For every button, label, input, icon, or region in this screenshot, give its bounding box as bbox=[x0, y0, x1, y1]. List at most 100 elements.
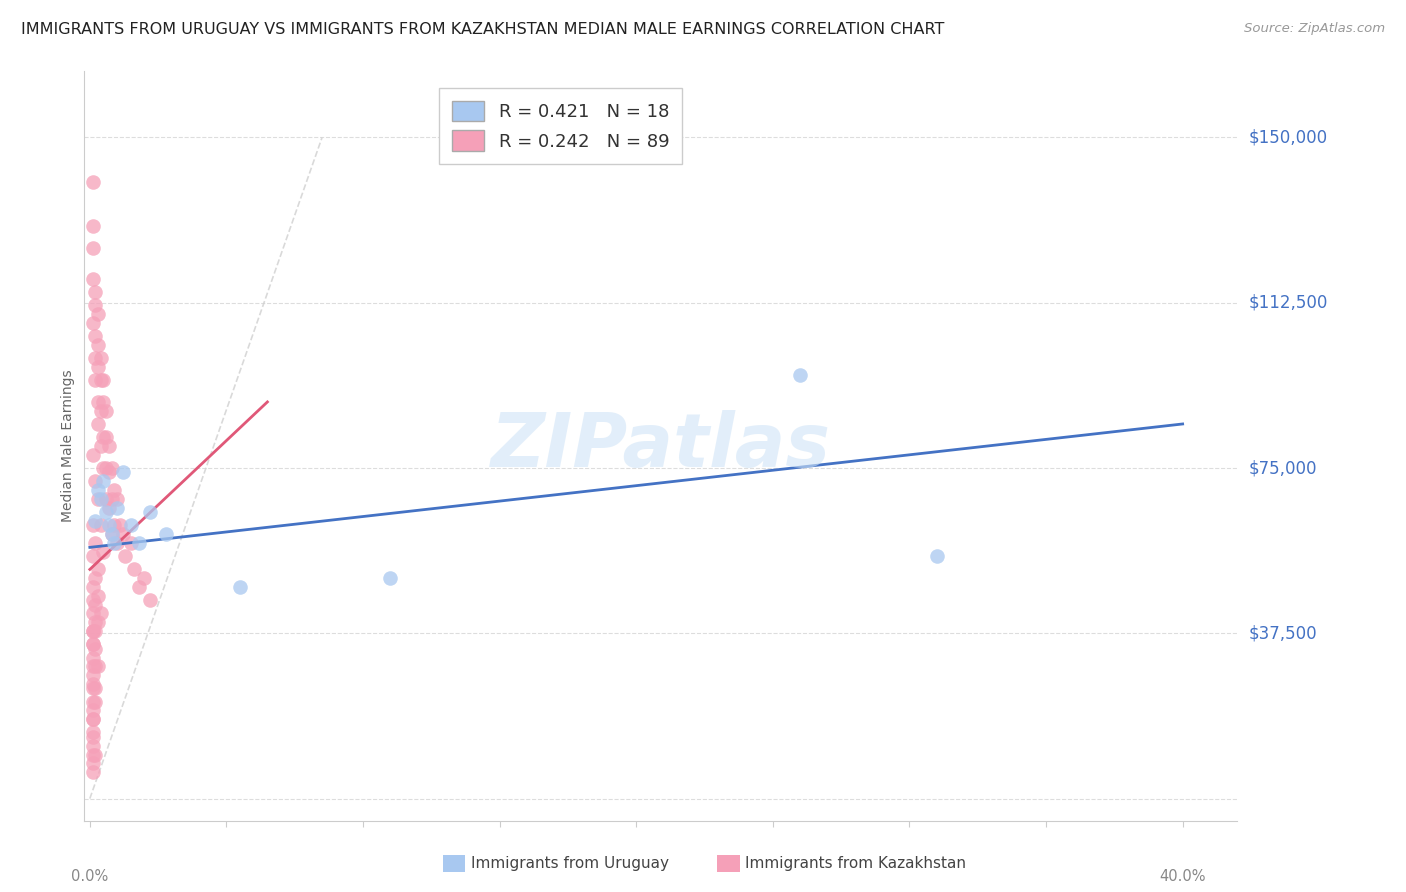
Point bbox=[90, 373, 112, 387]
Point bbox=[90, 518, 112, 533]
Point bbox=[87, 359, 110, 374]
Point bbox=[96, 403, 118, 417]
Point bbox=[87, 337, 110, 351]
Point bbox=[84, 615, 107, 630]
Point bbox=[82, 593, 104, 607]
Point bbox=[96, 491, 118, 506]
Point bbox=[103, 518, 125, 533]
Point bbox=[105, 500, 128, 515]
Text: $150,000: $150,000 bbox=[1249, 128, 1327, 146]
Point bbox=[82, 271, 104, 285]
Point bbox=[84, 695, 107, 709]
Point bbox=[128, 536, 150, 550]
Text: $112,500: $112,500 bbox=[1249, 293, 1327, 312]
Point bbox=[97, 518, 120, 533]
Point bbox=[925, 549, 948, 564]
Point bbox=[90, 351, 112, 365]
Point bbox=[82, 637, 104, 651]
Point bbox=[111, 466, 134, 480]
Point bbox=[87, 395, 110, 409]
Point bbox=[111, 527, 134, 541]
Text: $37,500: $37,500 bbox=[1249, 624, 1317, 642]
Point bbox=[82, 756, 104, 771]
Text: IMMIGRANTS FROM URUGUAY VS IMMIGRANTS FROM KAZAKHSTAN MEDIAN MALE EARNINGS CORRE: IMMIGRANTS FROM URUGUAY VS IMMIGRANTS FR… bbox=[21, 22, 945, 37]
Point bbox=[96, 461, 118, 475]
Point bbox=[90, 439, 112, 453]
Point bbox=[120, 536, 142, 550]
Point bbox=[134, 571, 156, 585]
Point bbox=[82, 659, 104, 673]
Point bbox=[87, 417, 110, 431]
Point bbox=[87, 589, 110, 603]
Point bbox=[82, 712, 104, 726]
Legend: R = 0.421   N = 18, R = 0.242   N = 89: R = 0.421 N = 18, R = 0.242 N = 89 bbox=[439, 88, 682, 164]
Point bbox=[84, 475, 107, 489]
Point bbox=[139, 593, 162, 607]
Point bbox=[789, 368, 811, 383]
Point bbox=[82, 448, 104, 462]
Text: Source: ZipAtlas.com: Source: ZipAtlas.com bbox=[1244, 22, 1385, 36]
Point bbox=[82, 624, 104, 639]
Text: ZIPatlas: ZIPatlas bbox=[491, 409, 831, 483]
Point bbox=[87, 491, 110, 506]
Point bbox=[82, 765, 104, 780]
Point bbox=[82, 739, 104, 753]
Point bbox=[82, 668, 104, 682]
Point bbox=[84, 659, 107, 673]
Point bbox=[82, 316, 104, 330]
Point bbox=[87, 659, 110, 673]
Point bbox=[82, 624, 104, 639]
Point bbox=[100, 461, 122, 475]
Point bbox=[128, 580, 150, 594]
Point bbox=[100, 527, 122, 541]
Point bbox=[82, 730, 104, 744]
Text: Immigrants from Uruguay: Immigrants from Uruguay bbox=[471, 856, 669, 871]
Point bbox=[105, 536, 128, 550]
Y-axis label: Median Male Earnings: Median Male Earnings bbox=[62, 369, 76, 523]
Text: 40.0%: 40.0% bbox=[1160, 869, 1206, 884]
Point bbox=[84, 598, 107, 612]
Point bbox=[97, 466, 120, 480]
Point bbox=[120, 518, 142, 533]
Point bbox=[84, 298, 107, 312]
Point bbox=[155, 527, 177, 541]
Point bbox=[84, 536, 107, 550]
Point bbox=[93, 395, 115, 409]
Point bbox=[100, 527, 122, 541]
Point bbox=[82, 518, 104, 533]
Point bbox=[82, 549, 104, 564]
Point bbox=[90, 403, 112, 417]
Point bbox=[97, 439, 120, 453]
Point bbox=[82, 175, 104, 189]
Point bbox=[82, 747, 104, 762]
Point bbox=[84, 641, 107, 656]
Point bbox=[87, 615, 110, 630]
Point bbox=[82, 677, 104, 691]
Point bbox=[103, 536, 125, 550]
Point bbox=[82, 712, 104, 726]
Point bbox=[82, 580, 104, 594]
Point bbox=[139, 505, 162, 519]
Point bbox=[82, 637, 104, 651]
Point bbox=[84, 747, 107, 762]
Text: $75,000: $75,000 bbox=[1249, 459, 1317, 477]
Text: Immigrants from Kazakhstan: Immigrants from Kazakhstan bbox=[745, 856, 966, 871]
Point bbox=[84, 624, 107, 639]
Point bbox=[87, 307, 110, 321]
Point bbox=[122, 562, 145, 576]
Point bbox=[82, 703, 104, 717]
Point bbox=[96, 430, 118, 444]
Point bbox=[93, 430, 115, 444]
Point bbox=[93, 461, 115, 475]
Point bbox=[84, 285, 107, 299]
Point bbox=[82, 241, 104, 255]
Point bbox=[82, 681, 104, 696]
Point bbox=[84, 373, 107, 387]
Point bbox=[96, 505, 118, 519]
Point bbox=[114, 549, 136, 564]
Point bbox=[90, 607, 112, 621]
Point bbox=[380, 571, 402, 585]
Point bbox=[84, 681, 107, 696]
Point bbox=[100, 491, 122, 506]
Point bbox=[82, 725, 104, 739]
